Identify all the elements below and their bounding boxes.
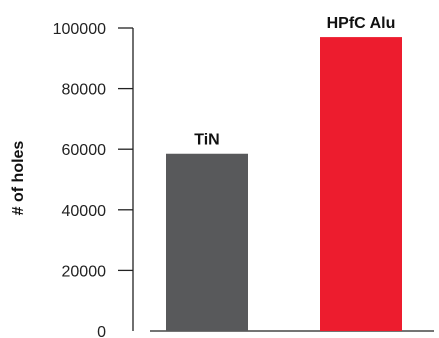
bar-label: HPfC Alu bbox=[327, 15, 396, 32]
bars bbox=[166, 37, 402, 332]
axes: 0 20000 40000 60000 80000 100000 bbox=[53, 21, 434, 338]
y-axis-title: # of holes bbox=[10, 141, 27, 216]
y-tick-label: 100000 bbox=[53, 21, 106, 38]
y-tick-label: 80000 bbox=[62, 82, 107, 99]
bar-tin bbox=[166, 153, 248, 331]
bar-label: TiN bbox=[194, 132, 219, 149]
y-tick-label: 0 bbox=[97, 324, 106, 338]
bar-labels: TiN HPfC Alu bbox=[194, 15, 395, 149]
bar-hpfc-alu bbox=[320, 37, 402, 332]
y-tick-label: 20000 bbox=[62, 263, 107, 280]
y-tick-label: 60000 bbox=[62, 142, 107, 159]
y-ticks: 0 20000 40000 60000 80000 100000 bbox=[53, 21, 133, 338]
y-tick-label: 40000 bbox=[62, 203, 107, 220]
